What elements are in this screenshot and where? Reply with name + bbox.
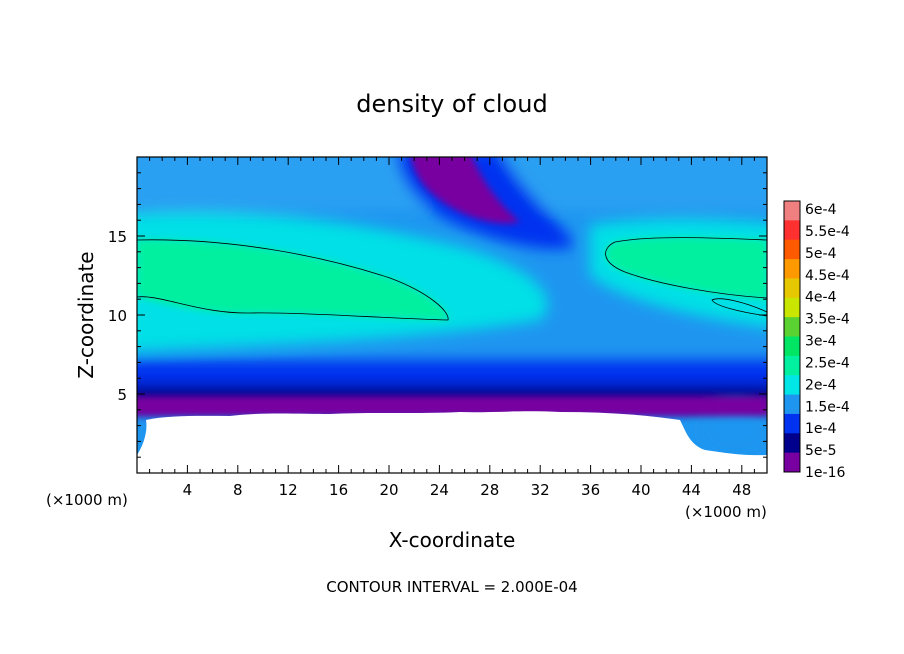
colorbar-swatch [784,452,800,473]
contour-line-small [711,298,767,317]
colorbar-swatch [784,355,800,376]
y-tick-label: 5 [117,386,127,404]
colorbar-swatch [784,259,800,279]
plume-core [411,157,520,224]
x-tick-label: 32 [531,481,550,499]
colorbar-frame [783,200,801,473]
x-tick-label: 28 [480,481,499,499]
colorbar-label: 5e-4 [805,246,837,262]
colorbar-label: 4e-4 [805,290,837,306]
y-tick-label: 10 [108,307,127,325]
core-band-left [137,239,449,320]
x-unit-right: (×1000 m) [685,503,767,521]
y-ticks: 5 10 15 [108,172,767,458]
colorbar-swatch [784,201,800,221]
colorbar-swatch [784,394,800,415]
colorbar: 6e-4 5.5e-4 5e-4 4.5e-4 4e-4 3.5e-4 3e-4 2.5e-4… [783,200,850,481]
colorbar-swatch [784,220,800,241]
colorbar-label: 3.5e-4 [805,312,850,328]
x-unit-left: (×1000 m) [46,491,128,509]
no-data-ground [137,411,767,473]
contour-line-right [605,237,767,299]
colorbar-label: 6e-4 [805,202,837,218]
colorbar-label: 1e-4 [805,421,837,437]
core-band-right [605,237,767,300]
x-tick-label: 48 [732,481,751,499]
swirl-bottom-right [700,405,767,455]
colorbar-swatch [784,336,800,357]
colorbar-swatch [784,297,800,318]
colorbar-label: 1.5e-4 [805,399,850,415]
colorbar-label: 1e-16 [805,465,845,481]
x-tick-label: 36 [581,481,600,499]
colorbar-swatch [784,317,800,337]
x-tick-label: 44 [682,481,701,499]
plot-area [137,157,767,473]
x-tick-label: 8 [233,481,243,499]
colorbar-label: 5e-5 [805,443,836,459]
contour-interval-note: CONTOUR INTERVAL = 2.000E-04 [326,578,577,596]
colorbar-swatch [784,239,800,260]
colorbar-label: 2e-4 [805,377,837,393]
x-axis-label: X-coordinate [389,528,516,552]
colorbar-label: 4.5e-4 [805,268,850,284]
y-tick-label: 15 [108,228,127,246]
x-tick-label: 16 [329,481,348,499]
y-axis-label: Z-coordinate [74,251,98,378]
colorbar-swatch [784,375,800,396]
x-tick-label: 20 [379,481,398,499]
colorbar-swatch [784,278,800,299]
contour-line-left [137,239,449,321]
x-tick-label: 4 [183,481,193,499]
x-tick-label: 12 [279,481,298,499]
colorbar-label: 5.5e-4 [805,224,850,240]
colorbar-swatch [784,413,800,434]
colorbar-label: 3e-4 [805,334,837,350]
x-tick-label: 40 [631,481,650,499]
colorbar-label: 2.5e-4 [805,355,850,371]
chart-title: density of cloud [356,90,547,118]
purple-fringe [137,396,767,416]
x-ticks: 4 8 12 16 20 24 28 32 36 40 44 48 [149,157,755,499]
x-tick-label: 24 [430,481,449,499]
colorbar-swatch [784,433,800,454]
